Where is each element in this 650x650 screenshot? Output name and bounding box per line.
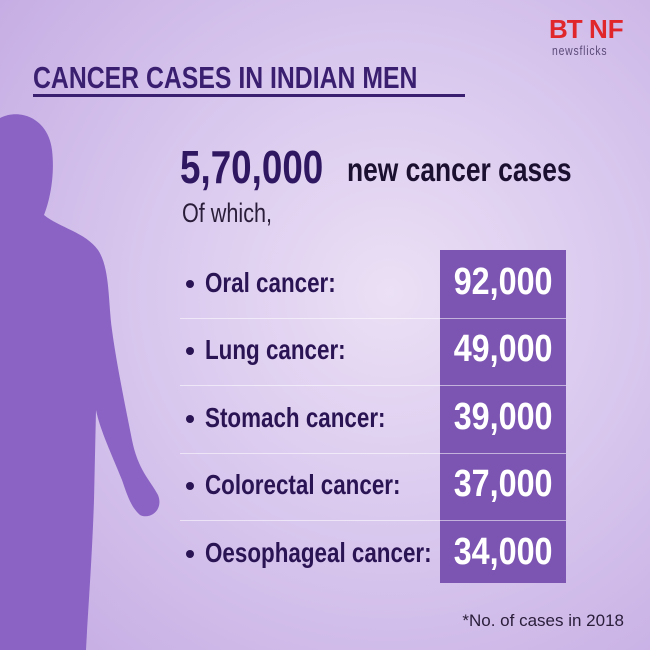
row-label: Stomach cancer: (205, 401, 386, 433)
title-underline (33, 94, 465, 97)
bullet (186, 482, 194, 491)
row-value: 49,000 (440, 328, 566, 371)
title: CANCER CASES IN INDIAN MEN (33, 60, 418, 95)
headline-text: new cancer cases (347, 151, 572, 188)
row-value: 37,000 (440, 463, 566, 506)
row-label: Colorectal cancer: (205, 469, 401, 501)
bullet (186, 549, 194, 558)
row-separator (180, 520, 566, 521)
logo-right: NF (589, 14, 624, 44)
row-value: 39,000 (440, 396, 566, 439)
row-label: Lung cancer: (205, 334, 346, 366)
row-separator (180, 385, 566, 386)
row-label: Oral cancer: (205, 266, 336, 298)
logo-left: BT (549, 14, 583, 44)
bullet (186, 347, 194, 356)
row-value-text: 37,000 (453, 463, 553, 506)
row-separator (180, 317, 566, 319)
bullet (186, 414, 194, 423)
row-value-text: 39,000 (453, 395, 553, 438)
headline-total: 5,70,000 (180, 141, 324, 193)
row-value-text: 92,000 (453, 260, 553, 303)
row-value: 34,000 (440, 531, 566, 574)
row-value-text: 34,000 (453, 530, 553, 573)
subheading: Of which, (182, 198, 273, 228)
row-separator (180, 452, 566, 454)
row-value: 92,000 (440, 261, 566, 304)
man-silhouette (0, 114, 160, 650)
logo-sub: newsflicks (552, 43, 608, 58)
row-label: Oesophageal cancer: (205, 536, 432, 568)
footnote: *No. of cases in 2018 (462, 611, 624, 630)
row-value-text: 49,000 (453, 328, 553, 371)
bullet (186, 279, 194, 288)
value-column (440, 250, 566, 583)
